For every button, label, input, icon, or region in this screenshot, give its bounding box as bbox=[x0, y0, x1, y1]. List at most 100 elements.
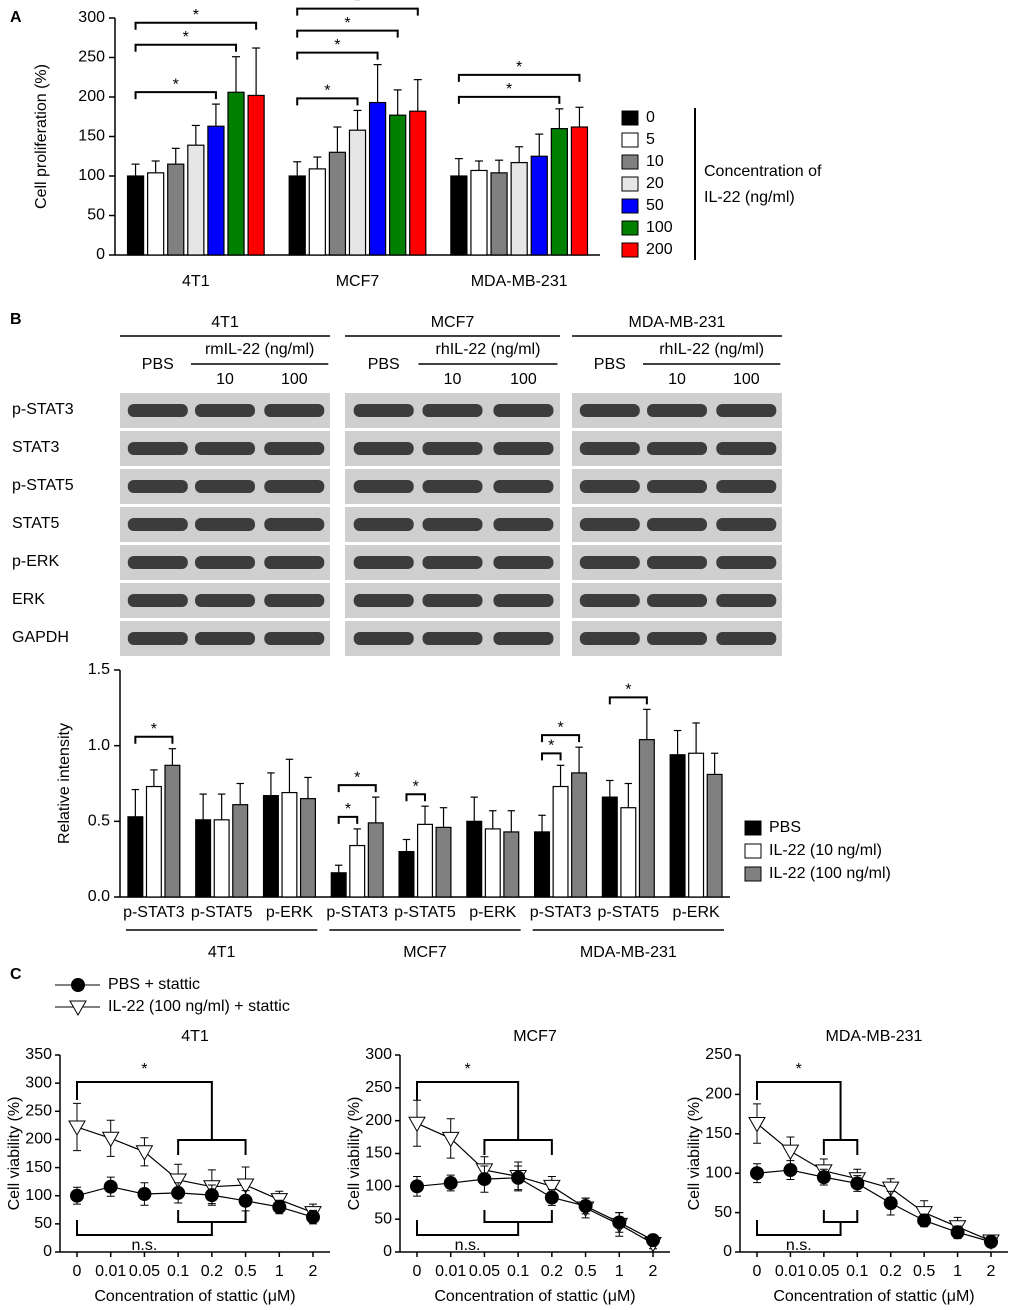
x-tick-label: MCF7 bbox=[336, 273, 380, 290]
blot-band bbox=[353, 632, 414, 645]
y-tick-label: 300 bbox=[78, 9, 105, 26]
legend-label: 5 bbox=[646, 131, 655, 148]
cell-line-label: MCF7 bbox=[431, 314, 475, 331]
legend-label: IL-22 (100 ng/ml) bbox=[769, 865, 891, 882]
blot-band bbox=[647, 480, 707, 493]
legend-title: Concentration of bbox=[704, 163, 822, 180]
y-tick-label: 50 bbox=[34, 1215, 52, 1232]
marker bbox=[410, 1179, 424, 1194]
y-tick-label: 0.5 bbox=[88, 813, 110, 830]
significance-label: * bbox=[516, 59, 522, 76]
blot-band bbox=[353, 480, 414, 493]
y-tick-label: 200 bbox=[78, 88, 105, 105]
y-tick-label: 200 bbox=[25, 1131, 52, 1148]
ns-label: n.s. bbox=[455, 1237, 481, 1254]
legend-label: PBS + stattic bbox=[108, 976, 200, 993]
marker bbox=[542, 1179, 561, 1196]
significance-bracket bbox=[337, 784, 377, 793]
bar bbox=[530, 155, 548, 256]
blot-band bbox=[195, 518, 255, 531]
legend-title: IL-22 (ng/ml) bbox=[704, 189, 795, 206]
ns-label: n.s. bbox=[132, 1237, 158, 1254]
bar bbox=[349, 844, 366, 898]
blot-band bbox=[127, 632, 188, 645]
y-tick-label: 100 bbox=[705, 1164, 732, 1181]
marker bbox=[272, 1199, 287, 1214]
blot-band bbox=[264, 594, 325, 607]
bar bbox=[450, 175, 468, 256]
significance-bracket bbox=[296, 97, 359, 106]
blot-band bbox=[264, 404, 325, 417]
significance-label: * bbox=[625, 682, 631, 699]
legend-swatch bbox=[744, 843, 762, 859]
marker bbox=[169, 1173, 188, 1189]
ns-bracket bbox=[76, 1210, 247, 1236]
marker bbox=[70, 1188, 84, 1203]
y-tick-label: 150 bbox=[78, 128, 105, 145]
x-tick-label: 0.01 bbox=[775, 1263, 806, 1280]
x-tick-label: p-STAT3 bbox=[530, 904, 592, 921]
blot-band bbox=[353, 404, 414, 417]
blot-row-label: STAT5 bbox=[12, 515, 60, 532]
marker bbox=[204, 1188, 219, 1203]
blot-band bbox=[264, 632, 325, 645]
y-tick-label: 150 bbox=[25, 1159, 52, 1176]
marker bbox=[850, 1176, 865, 1191]
marker bbox=[578, 1199, 593, 1214]
blot-band bbox=[579, 480, 640, 493]
y-tick-label: 250 bbox=[705, 1046, 732, 1063]
y-tick-label: 1.5 bbox=[88, 661, 110, 678]
y-tick-label: 200 bbox=[365, 1112, 392, 1129]
y-tick-label: 0 bbox=[43, 1243, 52, 1260]
control-label: PBS bbox=[142, 356, 174, 373]
blot-band bbox=[422, 518, 483, 531]
blot-band bbox=[579, 594, 640, 607]
cell-line-label: 4T1 bbox=[211, 314, 239, 331]
y-tick-label: 350 bbox=[25, 1046, 52, 1063]
marker bbox=[68, 1120, 86, 1137]
blot-band bbox=[127, 556, 188, 569]
blot-band bbox=[264, 518, 325, 531]
bar bbox=[620, 807, 637, 898]
marker bbox=[477, 1172, 492, 1187]
y-tick-label: 0.0 bbox=[88, 888, 110, 905]
bar bbox=[167, 163, 185, 256]
marker bbox=[306, 1210, 320, 1225]
blot-band bbox=[353, 442, 414, 455]
x-tick-label: p-STAT3 bbox=[123, 904, 185, 921]
bar bbox=[368, 101, 387, 256]
bar bbox=[638, 739, 655, 898]
significance-bracket bbox=[76, 1081, 247, 1155]
x-tick-label: 1 bbox=[275, 1263, 284, 1280]
blot-band bbox=[127, 404, 188, 417]
blot-row-label: ERK bbox=[12, 591, 45, 608]
significance-label: * bbox=[557, 719, 563, 736]
bar bbox=[127, 816, 144, 898]
dose-label: 100 bbox=[281, 371, 308, 388]
bar bbox=[232, 804, 249, 898]
blot-band bbox=[716, 556, 777, 569]
x-tick-label: 1 bbox=[953, 1263, 962, 1280]
blot-band bbox=[579, 404, 640, 417]
dose-label: 10 bbox=[444, 371, 462, 388]
blot-band bbox=[716, 480, 777, 493]
y-tick-label: 250 bbox=[365, 1079, 392, 1096]
bar bbox=[706, 773, 723, 898]
significance-bracket bbox=[457, 95, 561, 104]
marker bbox=[103, 1179, 118, 1194]
marker bbox=[511, 1170, 526, 1185]
marker bbox=[443, 1176, 458, 1191]
significance-bracket bbox=[405, 793, 426, 802]
legend-label: 10 bbox=[646, 153, 664, 170]
x-tick-label: 0.1 bbox=[167, 1263, 189, 1280]
blot-band bbox=[195, 480, 255, 493]
blot-band bbox=[127, 442, 188, 455]
blot-band bbox=[353, 594, 414, 607]
legend-label: 0 bbox=[646, 109, 655, 126]
y-tick-label: 150 bbox=[705, 1125, 732, 1142]
y-tick-label: 50 bbox=[714, 1204, 732, 1221]
blot-band bbox=[195, 632, 255, 645]
significance-bracket bbox=[756, 1081, 859, 1155]
bar bbox=[187, 144, 205, 256]
